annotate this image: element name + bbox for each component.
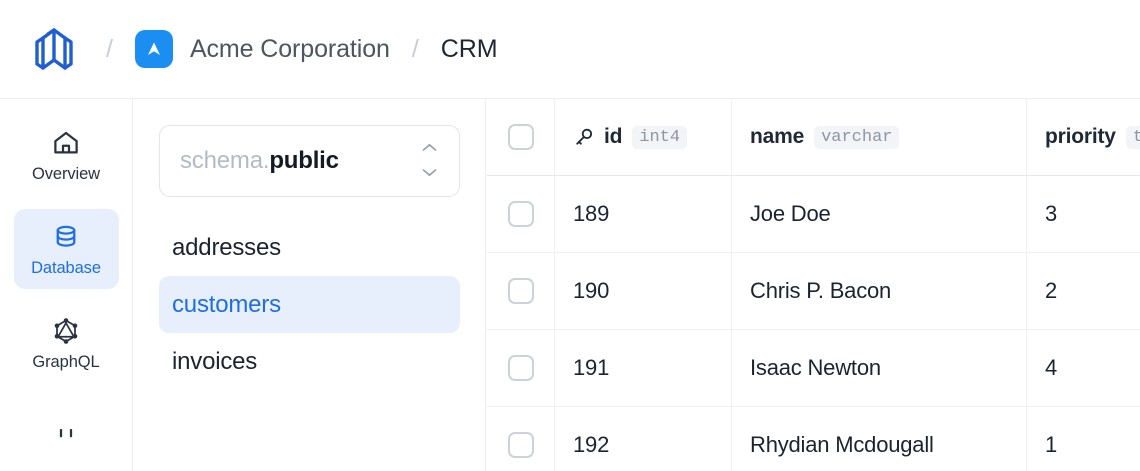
table-row[interactable]: 191 Isaac Newton 4: [487, 330, 1140, 407]
column-header-name[interactable]: name varchar: [732, 99, 1027, 175]
table-row[interactable]: 189 Joe Doe 3: [487, 176, 1140, 253]
cell-priority[interactable]: 4: [1027, 330, 1140, 406]
cell-name[interactable]: Isaac Newton: [732, 330, 1027, 406]
select-all-checkbox[interactable]: [507, 124, 534, 150]
cell-value-id: 192: [573, 432, 610, 457]
sidebar-item-graphql[interactable]: GraphQL: [14, 303, 119, 383]
breadcrumb-separator-1: /: [106, 34, 113, 63]
column-header-label-name: name: [750, 125, 805, 148]
row-select-checkbox[interactable]: [507, 355, 534, 381]
stacked-books-logo-icon[interactable]: [22, 18, 84, 80]
schema-selector[interactable]: schema.public: [159, 125, 460, 197]
cell-value-id: 191: [573, 355, 610, 380]
row-select-checkbox[interactable]: [507, 201, 534, 227]
cell-id[interactable]: 192: [555, 407, 732, 471]
table-row[interactable]: 190 Chris P. Bacon 2: [487, 253, 1140, 330]
select-all-cell: [487, 99, 555, 175]
cell-name[interactable]: Rhydian Mcdougall: [732, 407, 1027, 471]
cell-value-name: Rhydian Mcdougall: [750, 432, 934, 457]
table-row[interactable]: 192 Rhydian Mcdougall 1: [487, 407, 1140, 471]
table-list-item-addresses[interactable]: addresses: [172, 233, 281, 261]
column-type-badge-id: int4: [632, 125, 688, 149]
row-select-checkbox[interactable]: [507, 432, 534, 458]
key-icon: [573, 126, 595, 148]
acme-chevron-icon[interactable]: [134, 30, 173, 68]
chevron-up-icon[interactable]: [421, 140, 438, 158]
cell-value-id: 190: [573, 278, 610, 303]
cell-priority[interactable]: 3: [1027, 176, 1140, 252]
sidebar-item-overview[interactable]: Overview: [14, 115, 119, 195]
graphql-icon: [51, 316, 81, 346]
column-type-badge-priority: te: [1125, 125, 1140, 149]
breadcrumb-org-name[interactable]: Acme Corporation: [189, 34, 390, 63]
sidebar-item-label-database: Database: [31, 259, 101, 277]
table-list-item-invoices[interactable]: invoices: [172, 347, 258, 375]
database-icon: [51, 222, 81, 252]
row-select-cell: [487, 330, 555, 406]
schema-selected-value: public: [269, 147, 339, 174]
row-select-cell: [487, 253, 555, 329]
cell-name[interactable]: Joe Doe: [732, 176, 1027, 252]
cell-value-priority: 2: [1045, 278, 1058, 303]
cell-priority[interactable]: 1: [1027, 407, 1140, 471]
sidebar-item-next-partial[interactable]: [14, 397, 119, 451]
column-type-badge-name: varchar: [814, 125, 900, 149]
breadcrumb-project-name[interactable]: CRM: [440, 34, 498, 63]
data-grid: id int4 name varchar priority te 189 Joe…: [487, 99, 1140, 471]
row-select-cell: [487, 407, 555, 471]
cell-id[interactable]: 190: [555, 253, 732, 329]
sidebar-item-database[interactable]: Database: [13, 209, 119, 289]
partial-icon: [51, 410, 81, 440]
cell-value-priority: 4: [1045, 355, 1058, 380]
column-header-label-priority: priority: [1045, 125, 1116, 148]
table-list-item-customers[interactable]: customers: [159, 276, 460, 333]
cell-value-name: Chris P. Bacon: [750, 278, 892, 303]
home-icon: [51, 128, 81, 158]
sidebar-item-label-graphql: GraphQL: [32, 353, 100, 371]
column-header-id[interactable]: id int4: [555, 99, 732, 175]
cell-value-priority: 3: [1045, 201, 1058, 226]
breadcrumb-separator-2: /: [411, 34, 419, 63]
cell-id[interactable]: 191: [555, 330, 732, 406]
column-header-label-id: id: [604, 125, 623, 148]
cell-value-name: Joe Doe: [750, 201, 831, 226]
schema-prefix-label: schema.: [180, 147, 270, 174]
top-breadcrumb-bar: / Acme Corporation / CRM: [0, 0, 1140, 99]
sidebar-item-label-overview: Overview: [32, 165, 100, 183]
table-list: addresses customers invoices: [159, 219, 460, 390]
column-header-priority[interactable]: priority te: [1027, 99, 1140, 175]
chevron-down-icon[interactable]: [421, 165, 438, 183]
schema-stepper[interactable]: [421, 140, 438, 183]
data-grid-header-row: id int4 name varchar priority te: [487, 99, 1140, 176]
cell-value-priority: 1: [1045, 432, 1058, 457]
cell-value-id: 189: [573, 201, 610, 226]
sidebar-rail: Overview Database: [0, 99, 133, 471]
schema-pane: schema.public addresses customers invoic…: [134, 99, 486, 471]
row-select-checkbox[interactable]: [507, 278, 534, 304]
row-select-cell: [487, 176, 555, 252]
cell-name[interactable]: Chris P. Bacon: [732, 253, 1027, 329]
cell-id[interactable]: 189: [555, 176, 732, 252]
cell-value-name: Isaac Newton: [750, 355, 881, 380]
cell-priority[interactable]: 2: [1027, 253, 1140, 329]
